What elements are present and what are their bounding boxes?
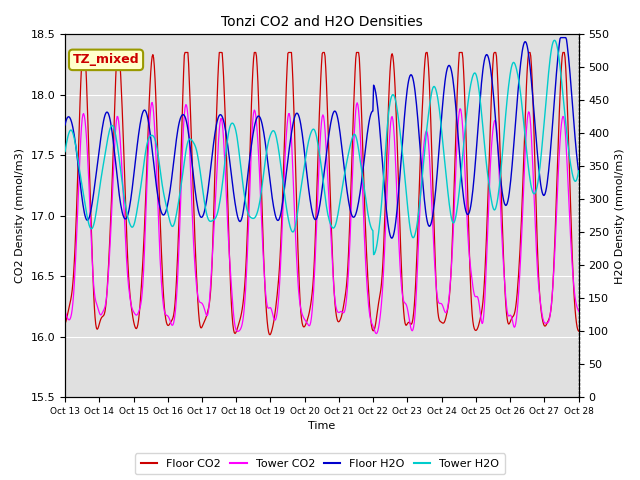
- Title: Tonzi CO2 and H2O Densities: Tonzi CO2 and H2O Densities: [221, 15, 422, 29]
- Y-axis label: CO2 Density (mmol/m3): CO2 Density (mmol/m3): [15, 148, 25, 283]
- Y-axis label: H2O Density (mmol/m3): H2O Density (mmol/m3): [615, 148, 625, 284]
- Text: TZ_mixed: TZ_mixed: [73, 53, 140, 66]
- Legend: Floor CO2, Tower CO2, Floor H2O, Tower H2O: Floor CO2, Tower CO2, Floor H2O, Tower H…: [135, 453, 505, 474]
- X-axis label: Time: Time: [308, 421, 335, 432]
